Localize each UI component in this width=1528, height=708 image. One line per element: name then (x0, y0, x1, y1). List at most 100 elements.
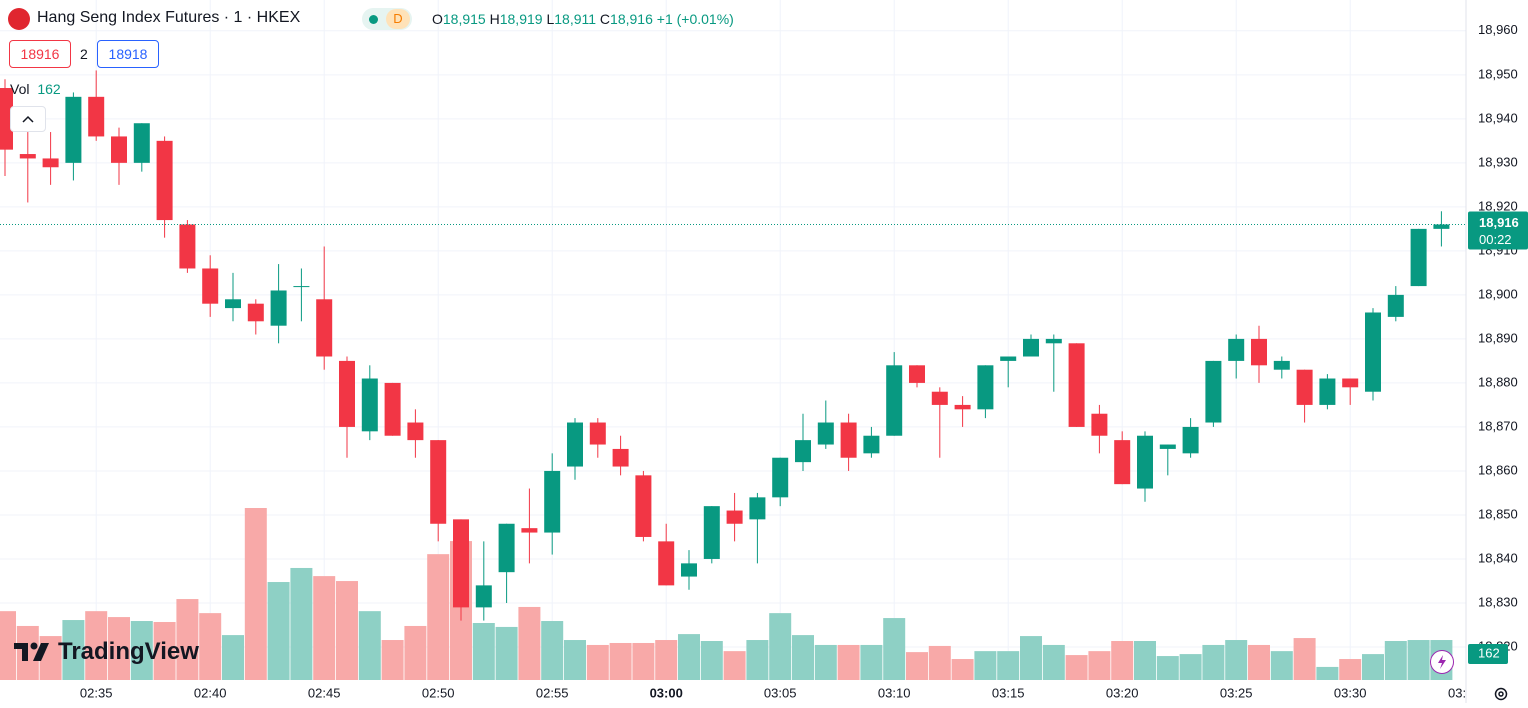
volume-bar (222, 635, 244, 680)
candle-body (1319, 378, 1336, 405)
volume-bar (906, 652, 928, 680)
candle-body (726, 510, 743, 524)
sell-button[interactable]: 18916 (9, 40, 71, 68)
candle-body (749, 497, 766, 520)
price-tag (1468, 211, 1528, 250)
volume-bar (678, 634, 700, 680)
buy-button[interactable]: 18918 (97, 40, 159, 68)
y-tick-label: 18,900 (1478, 286, 1518, 301)
y-tick-label: 18,950 (1478, 66, 1518, 81)
volume-bar (1270, 651, 1293, 680)
volume-bar (313, 576, 336, 680)
volume-bar (860, 644, 883, 680)
market-dot (369, 15, 378, 24)
l-key: L (546, 11, 555, 27)
x-tick-label: 02:55 (536, 685, 569, 700)
volume-bar (928, 645, 951, 680)
y-tick-label: 18,940 (1478, 110, 1518, 125)
settings-icon[interactable] (1492, 685, 1510, 708)
volume-bar (381, 640, 404, 680)
volume-bar (85, 611, 108, 680)
volume-bar (746, 640, 769, 680)
candle-body (795, 440, 811, 463)
symbol-title[interactable]: Hang Seng Index Futures · 1 · HKEX (37, 9, 301, 26)
volume-bar (244, 508, 267, 680)
x-tick-label: 03:30 (1334, 685, 1367, 700)
status-pill[interactable]: D (362, 8, 412, 30)
candle-body (133, 123, 150, 163)
l-value: 18,911 (554, 11, 597, 27)
x-tick-label: 02:40 (194, 685, 227, 700)
candle-body (1045, 338, 1062, 344)
volume-bar (1134, 641, 1156, 680)
candle-body (544, 470, 561, 533)
y-tick-label: 18,920 (1478, 198, 1518, 213)
candle-body (931, 391, 948, 405)
volume-bar (586, 644, 609, 680)
alert-icon[interactable] (1430, 650, 1454, 674)
h-value: 18,919 (499, 11, 543, 27)
y-tick-label: 18,840 (1478, 550, 1518, 565)
candle-body (453, 519, 469, 608)
x-tick-label: 02:45 (308, 685, 341, 700)
candle-body (1137, 435, 1153, 489)
volume-bar (404, 625, 427, 680)
candle-body (1091, 413, 1108, 436)
volume-bar (1248, 644, 1270, 680)
volume-bar (564, 640, 586, 680)
volume-bar (609, 642, 632, 680)
candle-body (1410, 228, 1427, 287)
volume-bar (1156, 656, 1179, 680)
logo[interactable]: TradingView (12, 637, 199, 667)
volume-bar (176, 599, 199, 680)
candle-body (658, 541, 675, 586)
y-tick-label: 18,870 (1478, 418, 1518, 433)
candle-body (1342, 378, 1359, 388)
volume-bar (108, 617, 130, 680)
candle-body (407, 422, 424, 441)
candle-body (65, 96, 82, 163)
chevron-icon (22, 115, 34, 123)
volume-bar (1088, 651, 1111, 680)
volume-tag (1468, 644, 1508, 664)
volume-bar (62, 620, 85, 680)
volume-bar (1293, 638, 1316, 680)
candle-body (1251, 338, 1267, 366)
gear (1494, 687, 1508, 701)
price-tag-value: 18,916 (1479, 215, 1519, 230)
candle-body (1000, 356, 1017, 361)
collapse-button[interactable] (10, 106, 46, 132)
x-tick-label: 03:00 (650, 685, 683, 700)
x-tick-label: 02:35 (80, 685, 113, 700)
volume-bar (1384, 641, 1407, 680)
volume-bar (267, 582, 290, 680)
x-tick-label-cut: 03: (1448, 685, 1466, 700)
candle-body (1205, 360, 1222, 423)
candle-body (954, 404, 971, 410)
candle-body (202, 268, 219, 304)
candle-body (384, 382, 401, 436)
candle-body (475, 585, 492, 608)
volume-bar (974, 651, 997, 680)
y-tick-label: 18,860 (1478, 462, 1518, 477)
candle-body (225, 299, 241, 309)
candle-body (909, 365, 925, 383)
volume-bar (814, 644, 837, 680)
candle-body (0, 88, 13, 150)
candle-body (111, 136, 127, 163)
volume-tag-value: 162 (1478, 645, 1500, 660)
volume-bar (199, 613, 222, 680)
volume-bar (1065, 655, 1088, 680)
candle-body (361, 378, 378, 432)
y-tick-label: 18,930 (1478, 154, 1518, 169)
candle-body (1023, 338, 1039, 357)
candle-body (863, 435, 880, 454)
volume-bar (1042, 644, 1065, 680)
candle-body (339, 360, 355, 427)
quantity[interactable]: 2 (80, 46, 88, 62)
delay-badge: D (386, 9, 410, 29)
volume-bar (358, 611, 381, 680)
volume-bar (130, 621, 153, 680)
volume-bar (1179, 654, 1202, 680)
